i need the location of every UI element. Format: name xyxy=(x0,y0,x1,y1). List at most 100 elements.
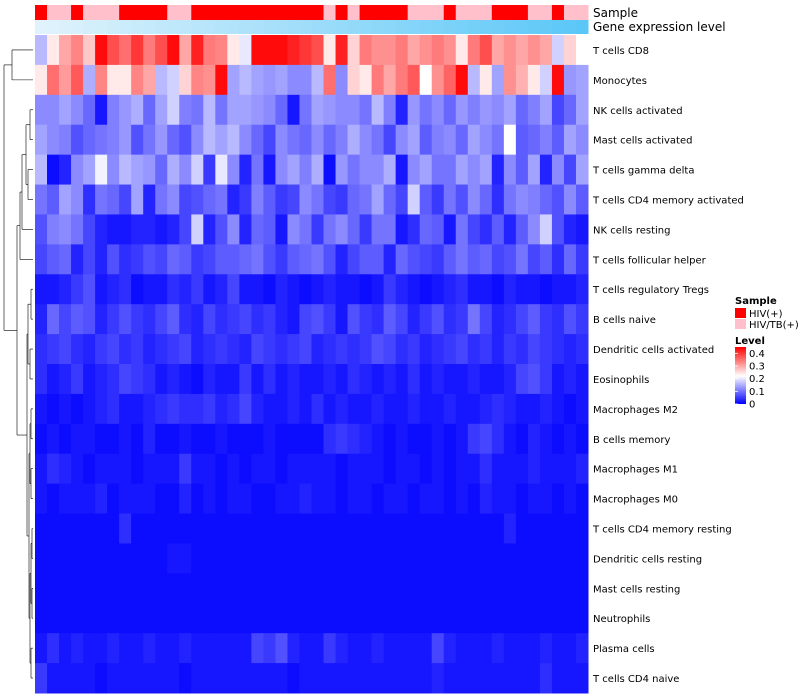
heatmap-cell xyxy=(107,35,120,66)
heatmap-cell xyxy=(455,35,469,66)
heatmap-cell xyxy=(443,35,457,66)
heatmap-cell xyxy=(515,573,529,604)
heatmap-cell xyxy=(47,393,60,425)
heatmap-cell xyxy=(35,453,48,485)
heatmap-cell xyxy=(323,543,337,574)
heatmap-cell xyxy=(179,513,192,544)
expression-annotation-cell xyxy=(35,20,48,34)
heatmap-cell xyxy=(59,483,72,515)
heatmap-cell xyxy=(263,304,276,335)
sample-annotation-cell xyxy=(275,5,288,20)
heatmap-cell xyxy=(299,214,312,245)
heatmap-cell xyxy=(551,483,565,515)
heatmap-cells xyxy=(35,35,589,694)
heatmap-cell xyxy=(575,393,589,425)
heatmap-cell xyxy=(419,35,433,66)
heatmap-cell xyxy=(383,64,397,96)
heatmap-cell xyxy=(179,154,192,186)
expression-annotation-cell xyxy=(299,20,312,34)
heatmap-cell xyxy=(299,274,312,305)
heatmap-cell xyxy=(539,393,553,425)
heatmap-cell xyxy=(359,214,373,245)
heatmap-cell xyxy=(251,603,264,634)
heatmap-cell xyxy=(539,35,553,66)
heatmap-cell xyxy=(527,364,541,395)
heatmap-cell xyxy=(107,633,120,664)
heatmap-cell xyxy=(107,423,120,455)
heatmap-cell xyxy=(419,633,433,664)
heatmap-cell xyxy=(455,633,469,664)
heatmap-cell xyxy=(467,393,481,425)
heatmap-cell xyxy=(383,214,397,245)
heatmap-cell xyxy=(227,603,240,634)
heatmap-cell xyxy=(119,483,132,515)
heatmap-cell xyxy=(539,244,553,275)
heatmap-cell xyxy=(215,364,228,395)
heatmap-cell xyxy=(407,154,421,186)
heatmap-cell xyxy=(419,513,433,544)
sample-annotation-label: Sample xyxy=(593,6,638,20)
heatmap-cell xyxy=(515,633,529,664)
heatmap-cell xyxy=(419,483,433,515)
heatmap-cell xyxy=(59,64,72,96)
heatmap-cell xyxy=(383,124,397,156)
heatmap-cell xyxy=(455,334,469,365)
heatmap-cell xyxy=(299,603,312,634)
heatmap-cell xyxy=(395,214,409,245)
heatmap-cell xyxy=(275,483,288,515)
heatmap-cell xyxy=(551,94,565,126)
sample-annotation-cell xyxy=(335,5,349,20)
heatmap-cell xyxy=(527,513,541,544)
heatmap-cell xyxy=(83,64,96,96)
heatmap-cell xyxy=(347,35,361,66)
heatmap-cell xyxy=(419,573,433,604)
heatmap-cell xyxy=(347,423,361,455)
heatmap-cell xyxy=(479,124,493,156)
heatmap-cell xyxy=(203,603,216,634)
heatmap-cell xyxy=(179,364,192,395)
heatmap-cell xyxy=(299,154,312,186)
heatmap-cell xyxy=(455,154,469,186)
heatmap-cell xyxy=(179,603,192,634)
heatmap-cell xyxy=(239,453,252,485)
heatmap-cell xyxy=(551,573,565,604)
heatmap-cell xyxy=(35,603,48,634)
expression-annotation-cell xyxy=(407,20,421,34)
heatmap-cell xyxy=(47,453,60,485)
heatmap-cell xyxy=(227,304,240,335)
heatmap-cell xyxy=(503,64,517,96)
heatmap-cell xyxy=(131,543,144,574)
heatmap-cell xyxy=(275,573,288,604)
heatmap-cell xyxy=(395,633,409,664)
row-label: Dendritic cells resting xyxy=(593,554,702,565)
heatmap-cell xyxy=(335,453,349,485)
heatmap-cell xyxy=(179,633,192,664)
heatmap-cell xyxy=(143,35,156,66)
heatmap-cell xyxy=(167,364,180,395)
heatmap-cell xyxy=(191,513,204,544)
heatmap-cell xyxy=(515,334,529,365)
heatmap-cell xyxy=(47,603,60,634)
heatmap-cell xyxy=(95,124,108,156)
heatmap-cell xyxy=(479,64,493,96)
heatmap-cell xyxy=(227,423,240,455)
heatmap-cell xyxy=(143,184,156,215)
heatmap-cell xyxy=(575,603,589,634)
heatmap-cell xyxy=(131,274,144,305)
heatmap-cell xyxy=(383,663,397,694)
heatmap-cell xyxy=(467,543,481,574)
legend-level-tick: 0.2 xyxy=(749,374,765,385)
heatmap-cell xyxy=(263,214,276,245)
heatmap-cell xyxy=(251,573,264,604)
heatmap-cell xyxy=(83,663,96,694)
heatmap-cell xyxy=(407,543,421,574)
heatmap-cell xyxy=(47,64,60,96)
heatmap-cell xyxy=(335,393,349,425)
heatmap-cell xyxy=(395,663,409,694)
heatmap-cell xyxy=(131,513,144,544)
heatmap-cell xyxy=(83,124,96,156)
expression-annotation-cell xyxy=(371,20,385,34)
expression-annotation-cell xyxy=(131,20,144,34)
heatmap-cell xyxy=(563,513,577,544)
heatmap-cell xyxy=(119,364,132,395)
